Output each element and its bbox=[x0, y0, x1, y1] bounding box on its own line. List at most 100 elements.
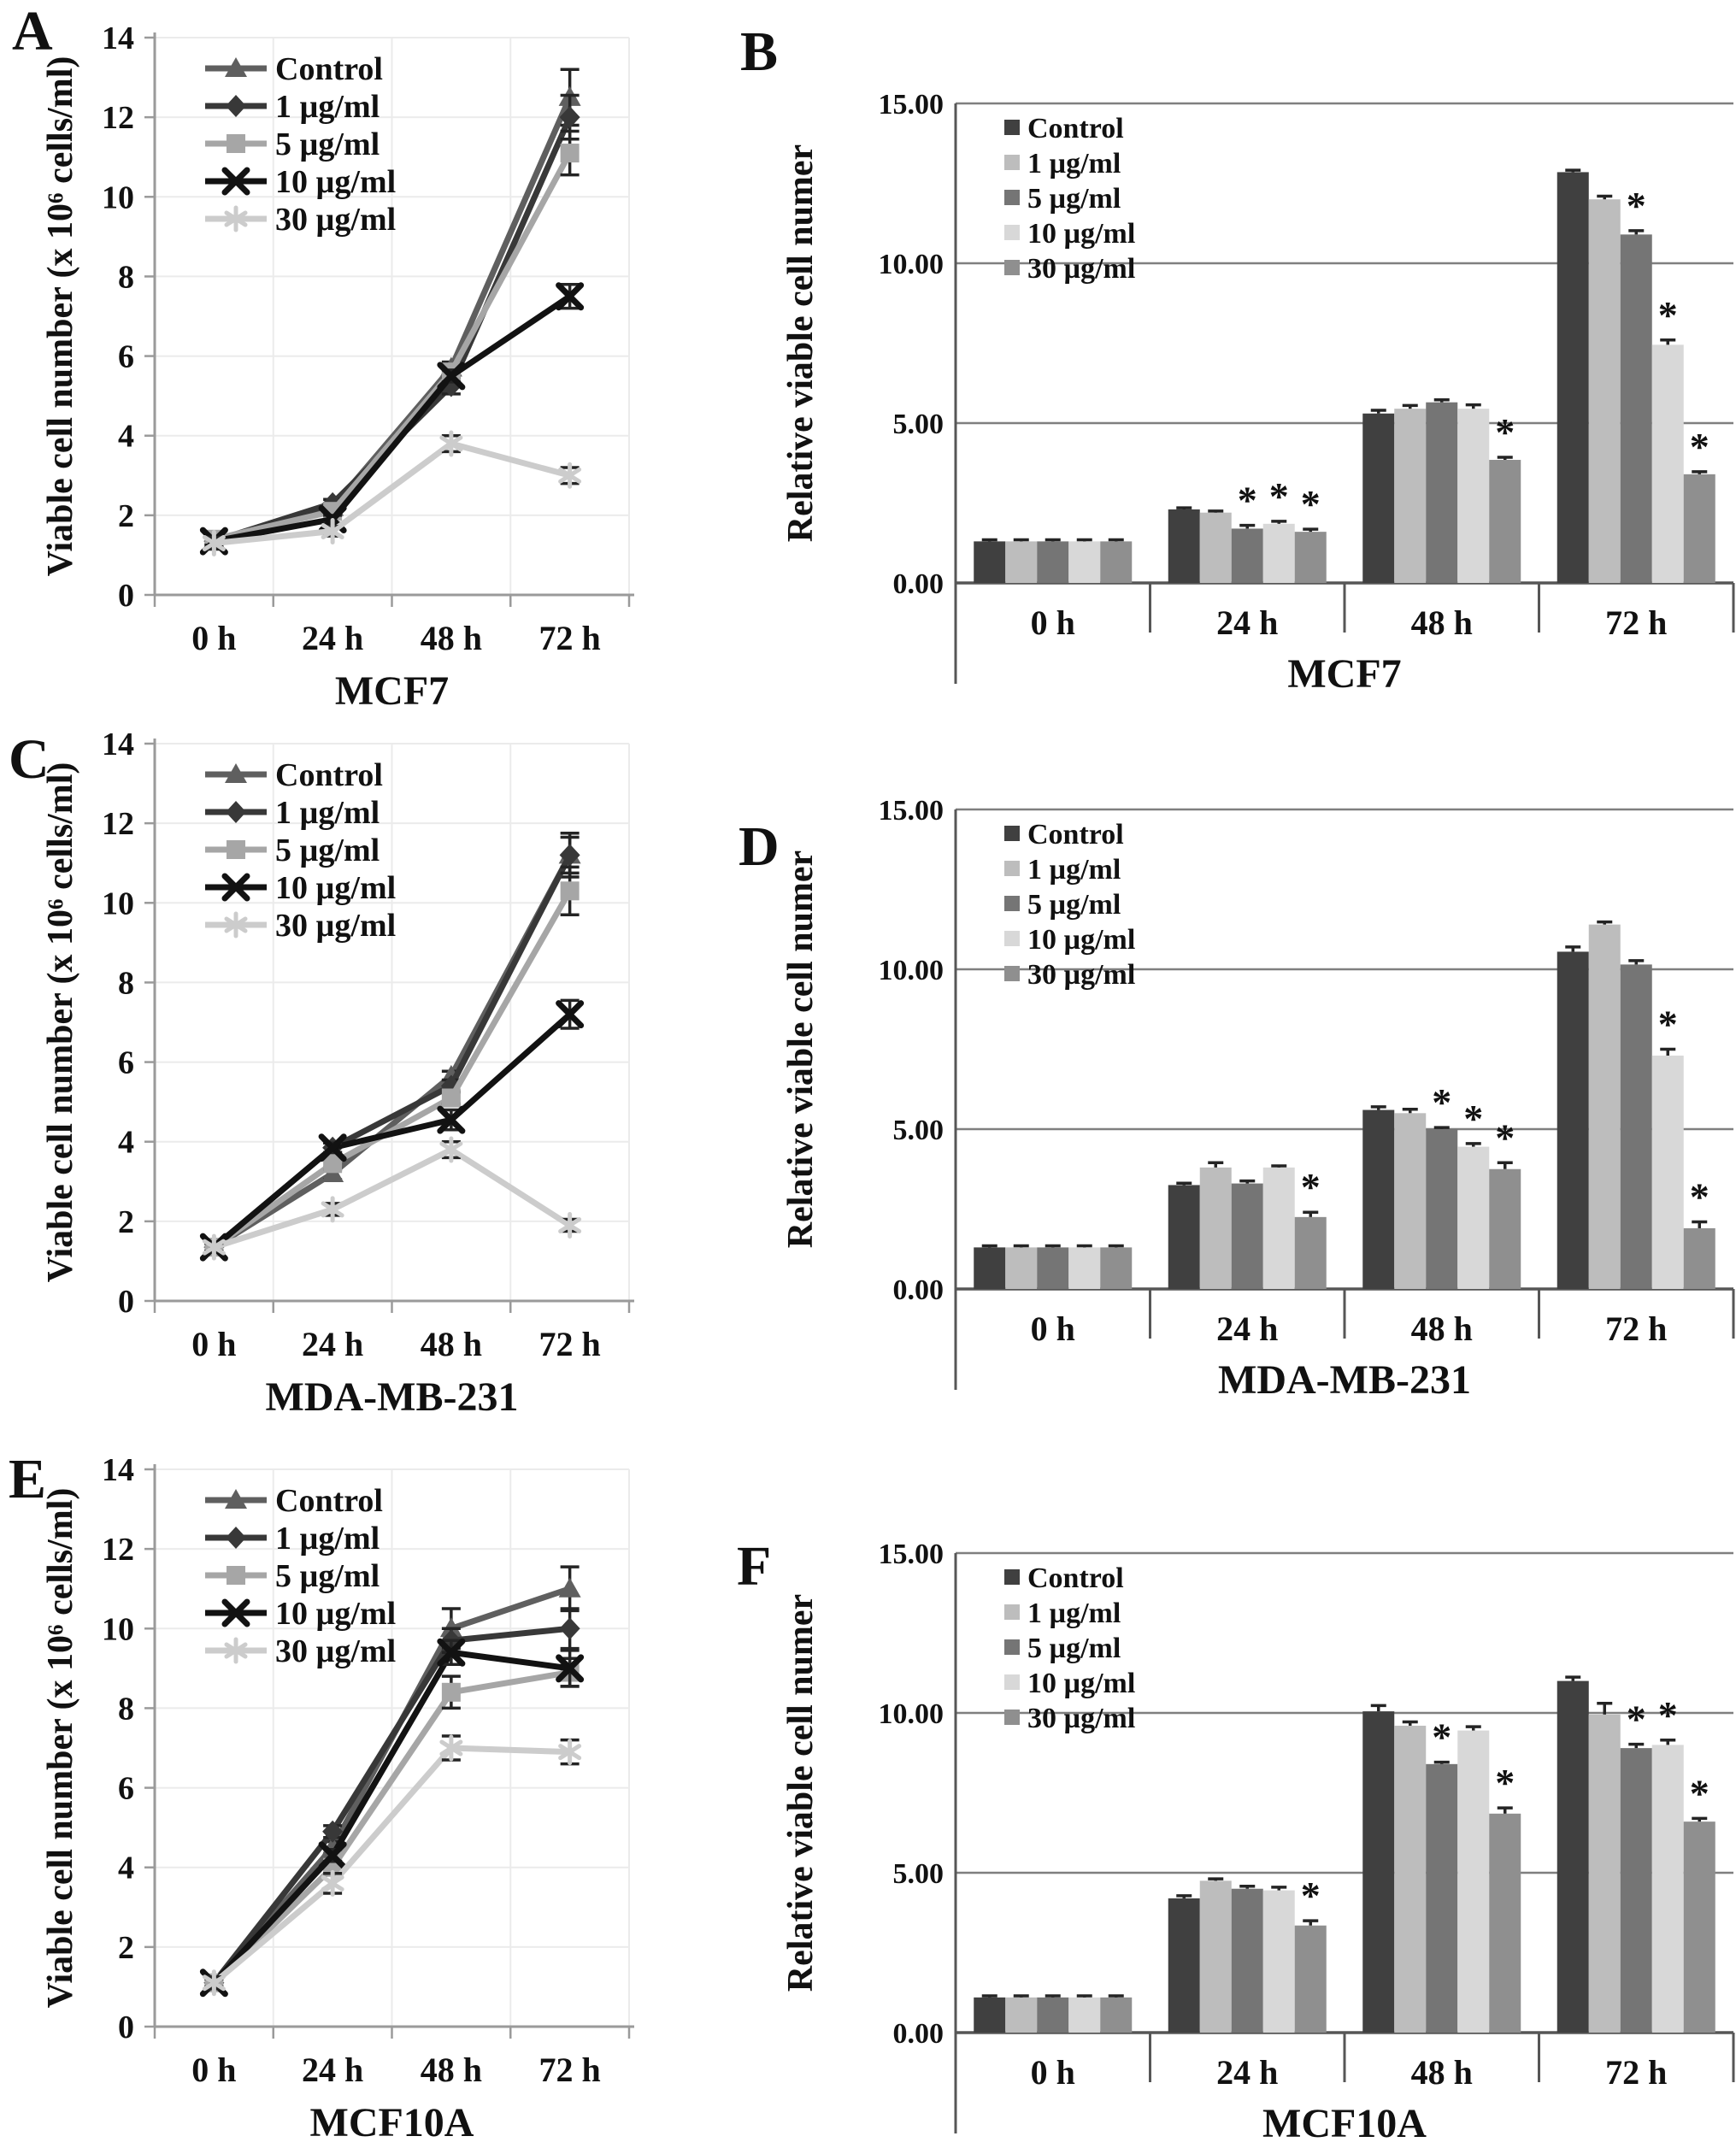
series-marker-triangle bbox=[225, 1489, 247, 1509]
significance-asterisk: * bbox=[1658, 1693, 1678, 1737]
series-marker-diamond bbox=[559, 844, 580, 867]
x-tick-label: 0 h bbox=[1031, 1309, 1075, 1348]
chart-title: MDA-MB-231 bbox=[266, 1374, 519, 1420]
bar bbox=[1426, 1129, 1458, 1289]
series-marker-diamond bbox=[559, 106, 580, 129]
series-marker-triangle bbox=[225, 57, 247, 77]
significance-asterisk: * bbox=[1690, 425, 1710, 468]
x-tick-label: 72 h bbox=[1605, 603, 1667, 642]
bar bbox=[1294, 1925, 1327, 2033]
series-marker-square bbox=[560, 144, 580, 163]
bar bbox=[1231, 1888, 1263, 2033]
series-control bbox=[974, 1675, 1589, 2033]
bar bbox=[1426, 402, 1458, 583]
y-tick-label: 0.00 bbox=[893, 568, 945, 600]
chart-title: MDA-MB-231 bbox=[1218, 1357, 1471, 1403]
bar bbox=[1168, 1185, 1200, 1289]
x-tick-label: 72 h bbox=[539, 2051, 601, 2089]
bar bbox=[1557, 172, 1589, 583]
legend-label: 5 µg/ml bbox=[275, 833, 380, 868]
y-tick-label: 5.00 bbox=[893, 409, 945, 440]
series-30-g-ml: * * * bbox=[1100, 1115, 1715, 1289]
y-tick-label: 6 bbox=[118, 1045, 134, 1081]
series-line bbox=[211, 1625, 570, 1985]
legend-label: 1 µg/ml bbox=[275, 89, 380, 125]
legend-label: Control bbox=[1027, 113, 1124, 144]
y-tick-label: 5.00 bbox=[893, 1115, 945, 1146]
significance-asterisk: * bbox=[1495, 1115, 1515, 1159]
bar bbox=[1489, 1813, 1521, 2033]
series-1-g-ml bbox=[203, 1607, 580, 1994]
y-tick-label: 0.00 bbox=[893, 1274, 945, 1306]
series-control bbox=[974, 168, 1589, 583]
series-10-g-ml: ** bbox=[1068, 293, 1684, 583]
series-marker-asterisk bbox=[224, 1642, 248, 1659]
bar bbox=[1231, 528, 1263, 583]
series-10-g-ml: * bbox=[1068, 1693, 1684, 2033]
legend-label: 5 µg/ml bbox=[275, 127, 380, 162]
panel-label-b: B bbox=[740, 21, 779, 83]
series-marker-asterisk bbox=[202, 1239, 226, 1256]
legend-label: 10 µg/ml bbox=[275, 164, 396, 200]
x-tick-label: 24 h bbox=[302, 619, 363, 657]
series-marker-x bbox=[437, 1105, 466, 1134]
y-tick-label: 5.00 bbox=[893, 1858, 945, 1890]
bar bbox=[1362, 1109, 1395, 1289]
x-tick-label: 48 h bbox=[421, 2051, 482, 2089]
bar bbox=[1651, 1745, 1684, 2033]
series-marker-square bbox=[441, 1088, 461, 1108]
chart-title: MCF7 bbox=[1287, 651, 1401, 697]
y-tick-label: 15.00 bbox=[879, 89, 945, 121]
series-30-g-ml: * * * bbox=[1100, 1761, 1715, 2033]
x-tick-label: 0 h bbox=[1031, 2053, 1075, 2092]
series-marker-triangle bbox=[225, 763, 247, 783]
x-tick-label: 24 h bbox=[1216, 603, 1278, 642]
axes bbox=[144, 1464, 634, 2039]
series-1-g-ml bbox=[1005, 194, 1621, 583]
series-marker-asterisk bbox=[558, 467, 582, 484]
y-tick-label: 14 bbox=[102, 1452, 134, 1488]
series-line bbox=[211, 1649, 571, 1986]
legend-label: Control bbox=[1027, 1562, 1124, 1594]
series-marker-x bbox=[221, 1598, 250, 1627]
bar bbox=[974, 541, 1006, 583]
y-tick-label: 6 bbox=[118, 1771, 134, 1807]
series-line bbox=[212, 1745, 570, 1986]
panel-line-chart-mcf7: 0 2 4 6 8 10 12 14 0 h 24 h 48 h 72 h MCF7 Viable cel… bbox=[0, 0, 727, 727]
bar bbox=[974, 1247, 1006, 1289]
bar bbox=[1005, 1997, 1038, 2033]
bar bbox=[1005, 541, 1038, 583]
x-tick-label: 48 h bbox=[1411, 2053, 1473, 2092]
x-tick-label: 72 h bbox=[539, 619, 601, 657]
bar bbox=[1168, 1898, 1200, 2033]
series-marker-x bbox=[437, 1638, 466, 1667]
series-marker-x bbox=[556, 282, 585, 311]
bar bbox=[1457, 1730, 1490, 2033]
series-5-g-ml: ** bbox=[1037, 184, 1652, 583]
legend-label: 1 µg/ml bbox=[275, 795, 380, 831]
legend-label: 10 µg/ml bbox=[275, 1596, 396, 1632]
bar bbox=[1068, 1997, 1101, 2033]
y-tick-label: 10 bbox=[102, 179, 134, 215]
significance-asterisk: * bbox=[1690, 1174, 1710, 1218]
y-tick-label: 12 bbox=[102, 1532, 134, 1568]
y-tick-label: 4 bbox=[118, 419, 134, 455]
bar bbox=[1489, 1168, 1521, 1289]
y-tick-label: 4 bbox=[118, 1851, 134, 1886]
series-5-g-ml: * bbox=[1037, 959, 1652, 1289]
series-marker-square bbox=[227, 1566, 245, 1585]
x-tick-label: 72 h bbox=[1605, 2053, 1667, 2092]
legend-swatch bbox=[1004, 225, 1020, 240]
legend-label: Control bbox=[275, 1483, 383, 1519]
significance-asterisk: * bbox=[1690, 1771, 1710, 1815]
gridlines bbox=[155, 1468, 630, 2027]
series-marker-x bbox=[556, 1654, 585, 1683]
y-tick-label: 15.00 bbox=[879, 1539, 945, 1570]
legend-swatch bbox=[1004, 1639, 1020, 1655]
